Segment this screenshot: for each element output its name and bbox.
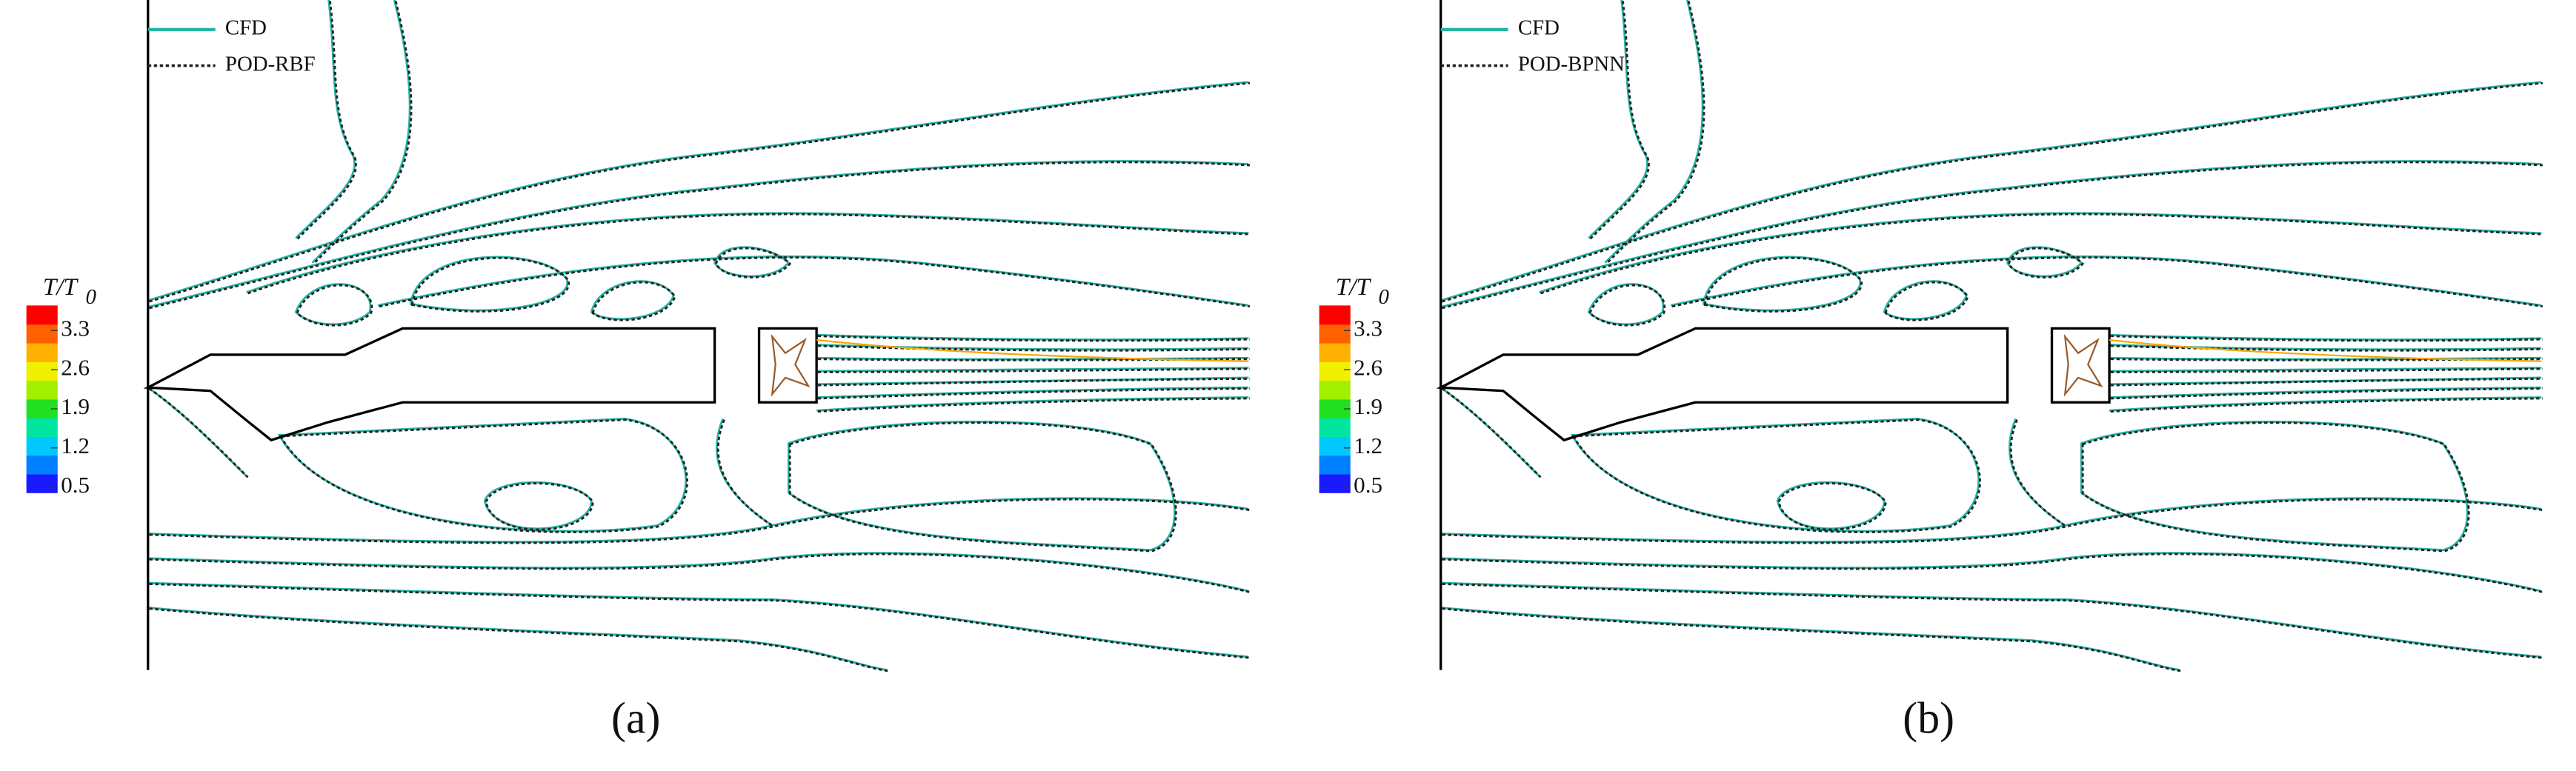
colorbar-band: [26, 342, 58, 362]
cfd-contours: [147, 0, 1250, 672]
colorbar-title-sub: 0: [85, 285, 96, 309]
colorbar-band: [26, 361, 58, 381]
colorbar-band: [26, 380, 58, 400]
colorbar-band: [26, 473, 58, 493]
colorbar-title: T/T: [1336, 273, 1372, 301]
colorbar-band: [26, 418, 58, 438]
colorbar-tick-label: 2.6: [1354, 354, 1382, 380]
colorbar-tick-label: 3.3: [1354, 315, 1382, 341]
legend-label: POD-BPNN: [1518, 52, 1625, 76]
cfd-contours: [1440, 0, 2543, 672]
colorbar-title-sub: 0: [1378, 285, 1389, 309]
colorbar-band: [1319, 324, 1351, 344]
colorbar-tick-label: 1.9: [61, 393, 90, 419]
legend-label: CFD: [1518, 16, 1560, 40]
legend-label: CFD: [225, 16, 267, 40]
colorbar-tick-label: 0.5: [1354, 472, 1382, 498]
colorbar-band: [1319, 418, 1351, 438]
colorbar-band: [1319, 305, 1351, 325]
colorbar-tick-label: 1.9: [1354, 393, 1382, 419]
colorbar-band: [26, 455, 58, 475]
colorbar-band: [26, 305, 58, 325]
model-contours: [148, 0, 1251, 672]
colorbar-title: T/T: [43, 273, 79, 301]
colorbar-tick-label: 1.2: [61, 433, 90, 458]
colorbar-tick-label: 2.6: [61, 354, 90, 380]
panel-label: (a): [611, 693, 660, 742]
colorbar-band: [26, 324, 58, 344]
panel: CFD POD-BPNN T/T 0 0.5 1.2 1.9 2.6 3.3 (b): [1319, 0, 2544, 742]
colorbar-band: [1319, 455, 1351, 475]
colorbar-band: [1319, 380, 1351, 400]
colorbar-tick-label: 0.5: [61, 472, 90, 498]
colorbar-tick-label: 3.3: [61, 315, 90, 341]
colorbar-band: [1319, 436, 1351, 456]
colorbar-band: [26, 436, 58, 456]
legend-label: POD-RBF: [225, 52, 316, 76]
panel: CFD POD-RBF T/T 0 0.5 1.2 1.9 2.6 3.3 (a): [26, 0, 1251, 742]
colorbar-band: [1319, 342, 1351, 362]
panel-label: (b): [1903, 693, 1954, 742]
colorbar-tick-label: 1.2: [1354, 433, 1382, 458]
model-contours: [1441, 0, 2544, 672]
colorbar-band: [1319, 361, 1351, 381]
colorbar-band: [1319, 473, 1351, 493]
